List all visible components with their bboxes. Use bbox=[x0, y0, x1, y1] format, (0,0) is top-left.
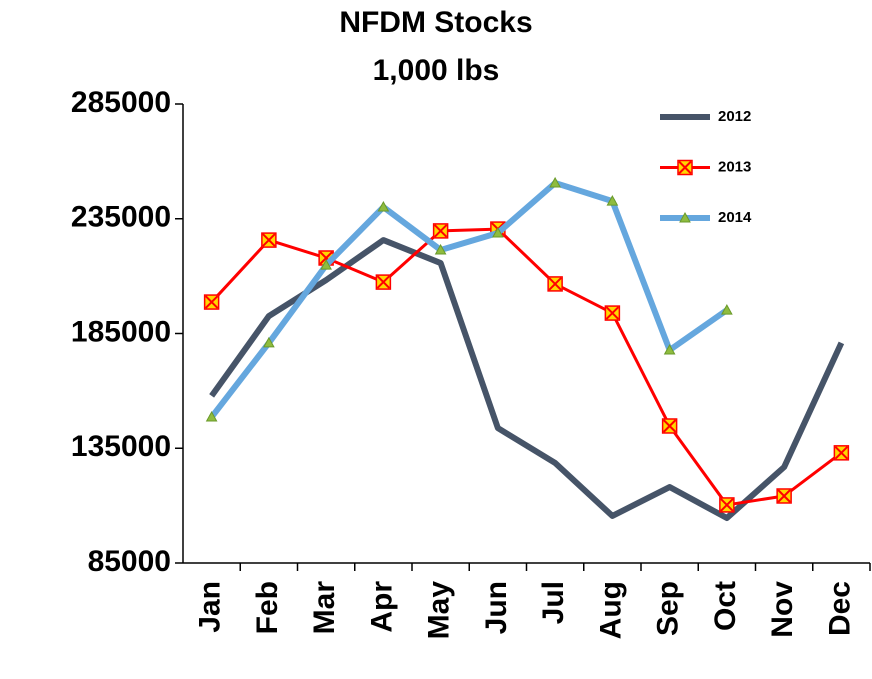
marker bbox=[492, 226, 504, 238]
marker-cross bbox=[548, 277, 562, 291]
x-tick-label: Nov bbox=[766, 581, 799, 638]
marker bbox=[263, 336, 275, 348]
legend-label: 2012 bbox=[718, 108, 751, 125]
marker bbox=[604, 305, 621, 321]
marker-cross bbox=[605, 306, 620, 320]
marker bbox=[205, 411, 218, 422]
marker bbox=[261, 232, 277, 248]
chart-subtitle: 1,000 lbs bbox=[373, 54, 500, 87]
marker bbox=[549, 176, 561, 188]
marker bbox=[434, 243, 447, 255]
x-tick-label: Mar bbox=[308, 581, 341, 635]
x-tick-label: Jan bbox=[194, 581, 227, 633]
marker bbox=[661, 418, 678, 434]
x-tick-label: Dec bbox=[823, 581, 856, 636]
marker bbox=[547, 276, 563, 292]
marker-cross bbox=[834, 446, 849, 460]
marker bbox=[833, 445, 850, 461]
legend-label: 2014 bbox=[718, 209, 752, 226]
series bbox=[205, 176, 733, 422]
x-tick-label: Jun bbox=[480, 581, 513, 634]
y-tick-label: 85000 bbox=[88, 545, 171, 578]
y-tick-label: 285000 bbox=[71, 86, 171, 119]
marker-cross bbox=[662, 419, 677, 433]
x-tick-label: Aug bbox=[594, 581, 627, 639]
y-tick-label: 185000 bbox=[71, 315, 171, 348]
marker bbox=[432, 223, 449, 239]
chart-title: NFDM Stocks bbox=[339, 6, 532, 39]
marker bbox=[663, 343, 676, 355]
legend-label: 2013 bbox=[718, 158, 751, 175]
series bbox=[209, 237, 845, 522]
marker bbox=[377, 201, 390, 212]
series-line bbox=[210, 227, 843, 507]
y-tick-label: 235000 bbox=[71, 201, 171, 234]
marker-cross bbox=[720, 498, 734, 512]
marker bbox=[719, 497, 735, 513]
series bbox=[203, 221, 850, 513]
marker-cross bbox=[376, 275, 391, 289]
marker-cross bbox=[777, 489, 791, 503]
marker bbox=[375, 274, 392, 290]
marker-cross bbox=[678, 160, 692, 175]
marker bbox=[721, 304, 733, 315]
x-tick-label: May bbox=[423, 581, 456, 640]
marker-cross bbox=[204, 295, 219, 309]
marker-cross bbox=[262, 233, 276, 247]
marker bbox=[679, 211, 691, 223]
y-tick-label: 135000 bbox=[71, 430, 171, 463]
marker bbox=[606, 195, 619, 206]
x-tick-label: Feb bbox=[251, 581, 284, 634]
x-tick-label: Sep bbox=[652, 581, 685, 636]
series-line bbox=[209, 179, 729, 419]
marker bbox=[203, 294, 220, 310]
marker bbox=[320, 259, 332, 270]
x-tick-label: Oct bbox=[709, 581, 742, 631]
series-line bbox=[209, 237, 845, 522]
x-tick-label: Jul bbox=[537, 581, 570, 624]
marker bbox=[776, 488, 792, 504]
x-tick-label: Apr bbox=[365, 581, 398, 633]
marker bbox=[677, 159, 693, 176]
marker-cross bbox=[433, 224, 448, 238]
